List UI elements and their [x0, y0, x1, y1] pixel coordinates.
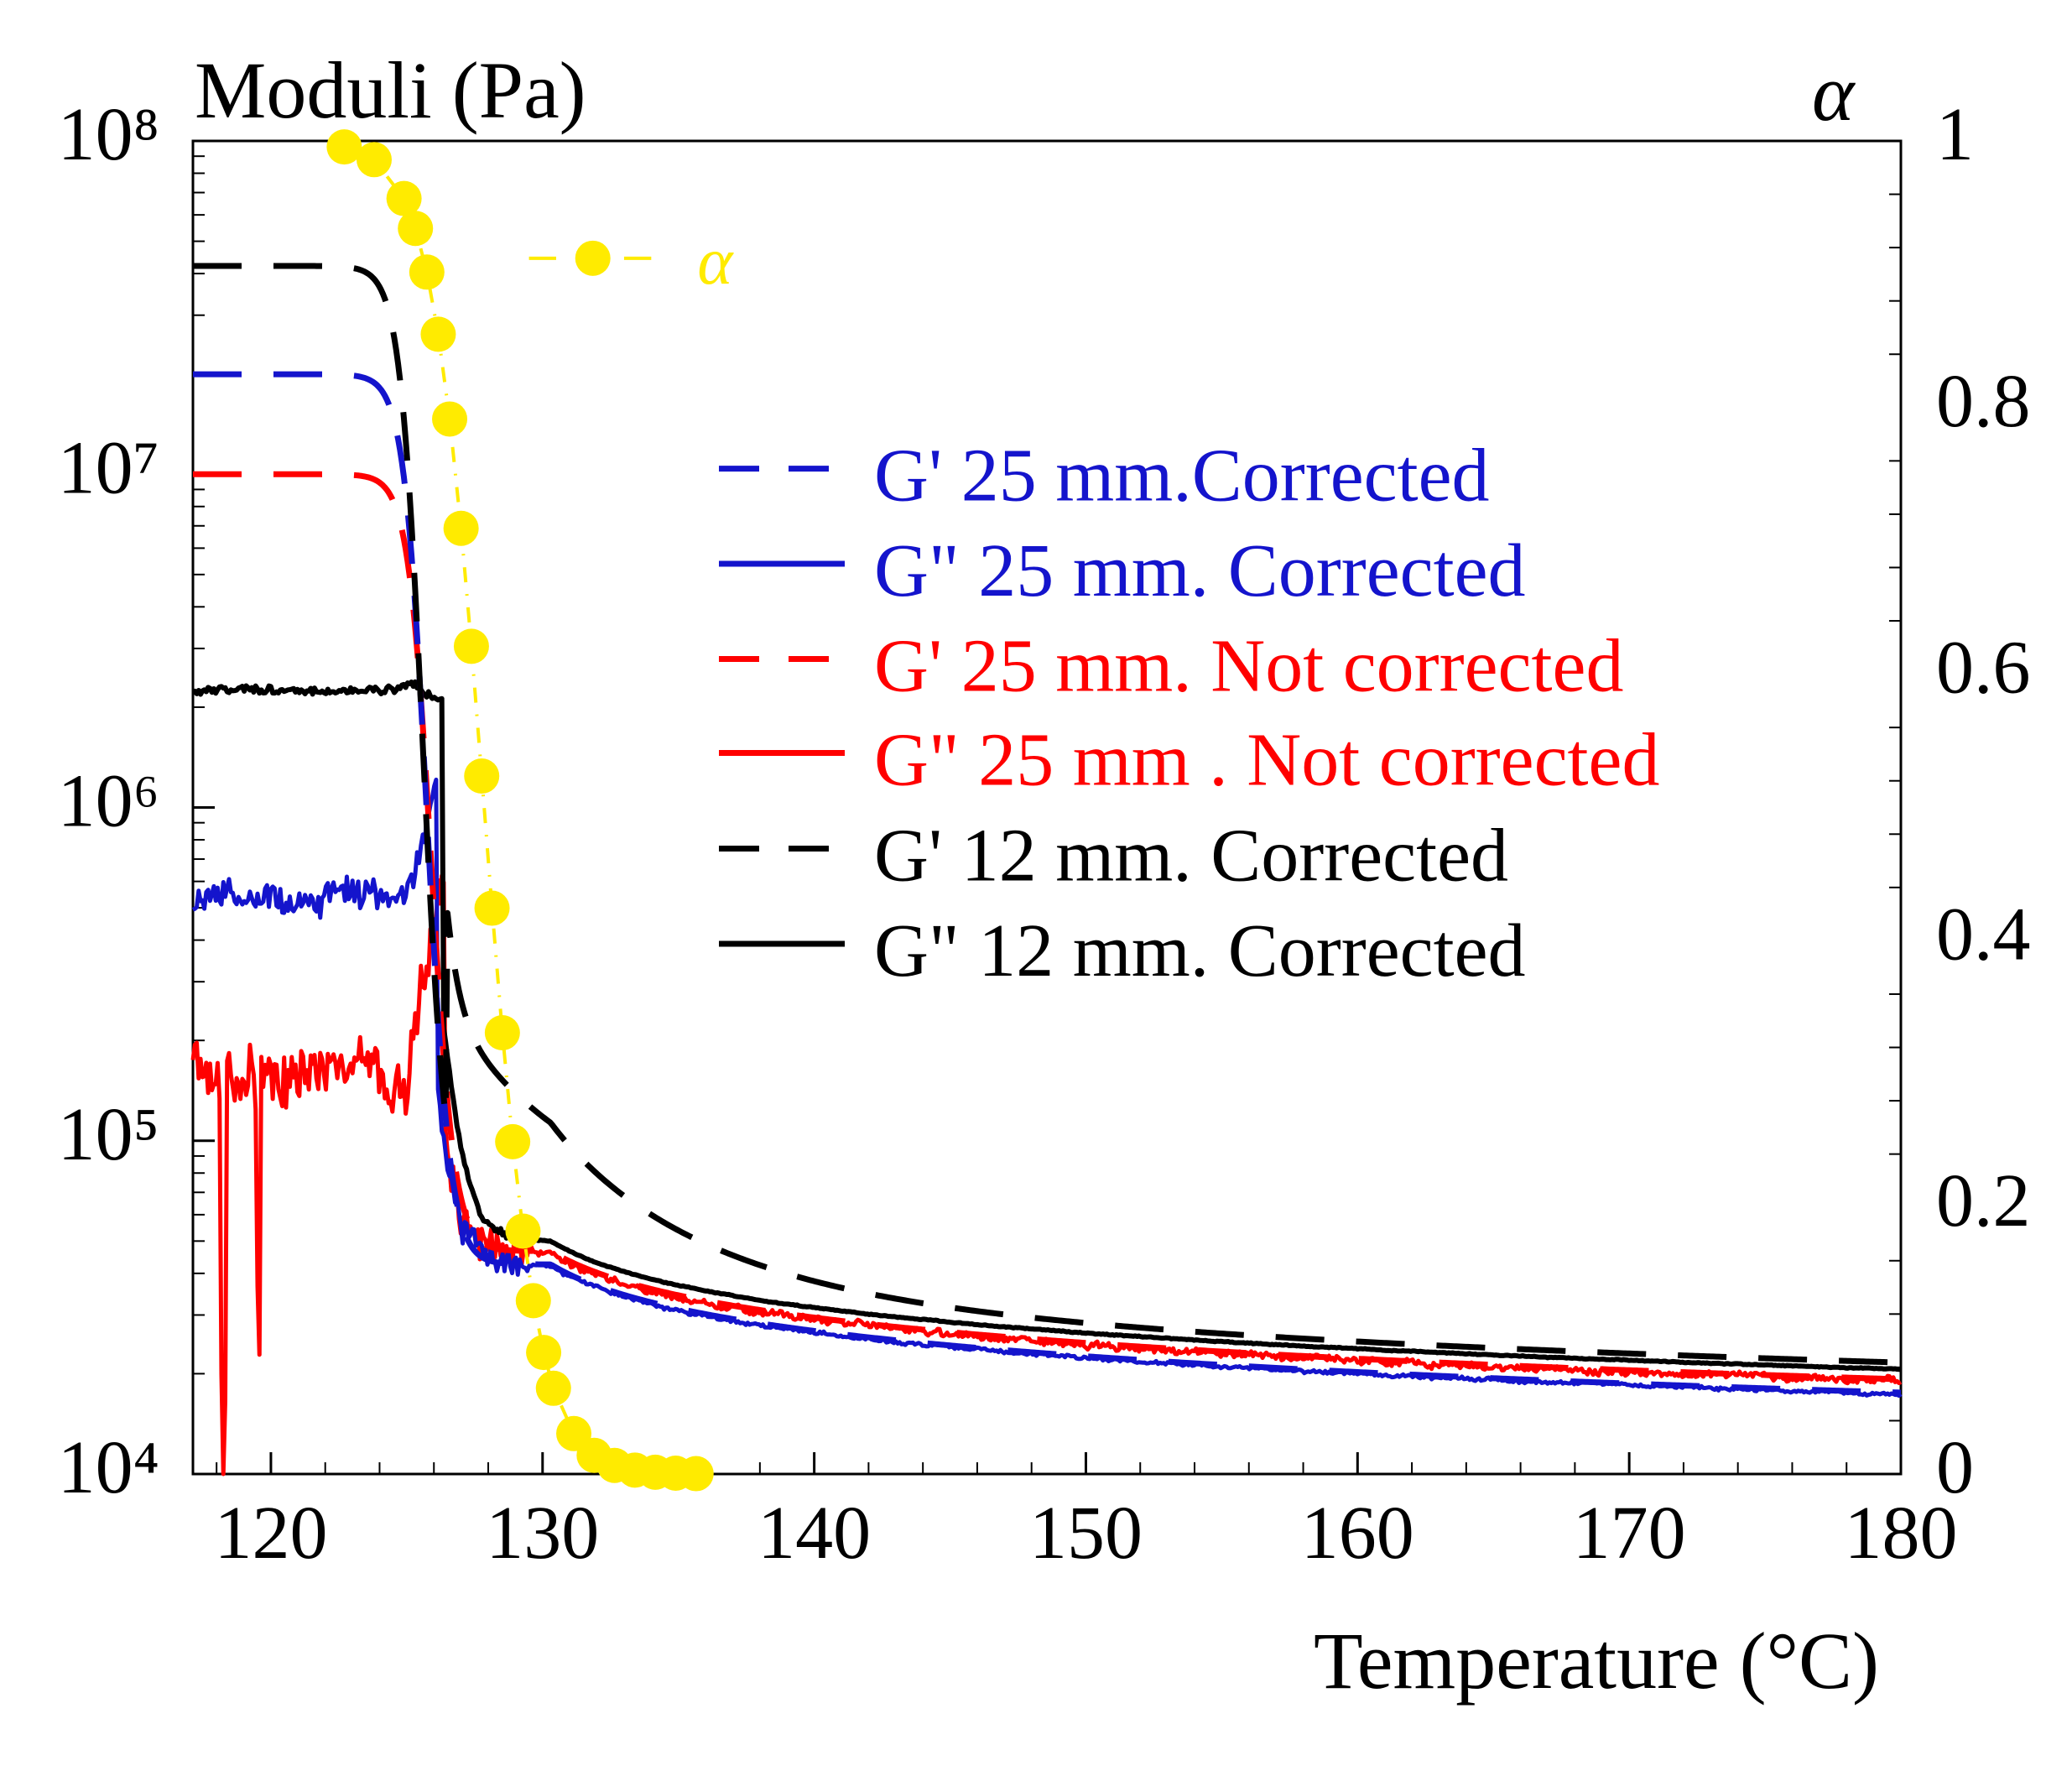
svg-text:0.8: 0.8: [1936, 360, 2031, 443]
svg-text:G" 12 mm. Corrected: G" 12 mm. Corrected: [874, 909, 1526, 992]
svg-text:10⁸: 10⁸: [58, 93, 159, 176]
svg-text:0.6: 0.6: [1936, 627, 2031, 710]
svg-text:150: 150: [1029, 1492, 1143, 1575]
svg-text:0.4: 0.4: [1936, 893, 2031, 976]
svg-text:10⁵: 10⁵: [58, 1093, 159, 1176]
svg-text:α: α: [697, 225, 734, 299]
svg-text:G' 25 mm.Corrected: G' 25 mm.Corrected: [874, 435, 1490, 518]
svg-text:130: 130: [486, 1492, 599, 1575]
svg-text:Moduli (Pa): Moduli (Pa): [195, 45, 586, 135]
svg-text:140: 140: [757, 1492, 871, 1575]
svg-text:10⁴: 10⁴: [58, 1426, 159, 1509]
svg-text:Temperature (°C): Temperature (°C): [1314, 1616, 1879, 1706]
svg-text:170: 170: [1573, 1492, 1686, 1575]
svg-text:10⁶: 10⁶: [58, 760, 159, 843]
svg-text:G' 12 mm. Corrected: G' 12 mm. Corrected: [874, 815, 1508, 898]
svg-text:0.2: 0.2: [1936, 1159, 2031, 1242]
svg-text:G' 25 mm. Not corrected: G' 25 mm. Not corrected: [874, 625, 1623, 708]
svg-text:1: 1: [1936, 93, 1974, 176]
svg-text:G" 25 mm. Corrected: G" 25 mm. Corrected: [874, 529, 1526, 612]
svg-text:0: 0: [1936, 1426, 1974, 1509]
svg-text:G" 25 mm . Not corrected: G" 25 mm . Not corrected: [874, 719, 1659, 802]
svg-text:10⁷: 10⁷: [58, 426, 159, 509]
svg-text:160: 160: [1301, 1492, 1414, 1575]
svg-text:α: α: [1812, 48, 1856, 138]
svg-text:120: 120: [214, 1492, 327, 1575]
